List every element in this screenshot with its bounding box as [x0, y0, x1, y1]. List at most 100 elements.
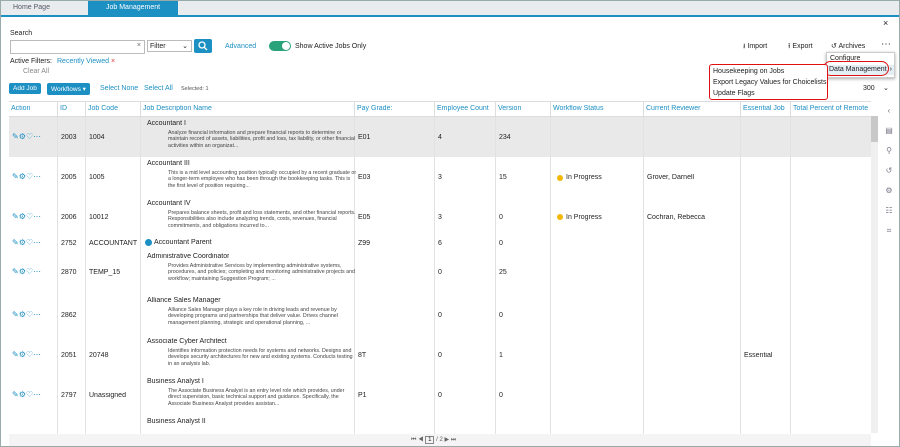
column-divider [550, 250, 551, 294]
row-actions[interactable]: ✎⚙♡⋯ [12, 350, 42, 359]
version: 15 [499, 174, 507, 181]
code: TEMP_15 [89, 269, 121, 276]
table-row[interactable]: ✎⚙♡⋯ 2752 ACCOUNTANT Accountant Parent Z99 6 0 [9, 236, 871, 251]
menu-item[interactable]: Configure [830, 55, 861, 62]
table-row[interactable]: ✎⚙♡⋯ 2005 1005 Accountant III This is a mid … [9, 157, 871, 198]
table-row[interactable]: Business Analyst II [9, 415, 871, 434]
column-divider [550, 117, 551, 157]
column-divider [495, 250, 496, 294]
column-divider [140, 415, 141, 434]
row-actions[interactable]: ✎⚙♡⋯ [12, 390, 42, 399]
column-divider [85, 157, 86, 197]
pay-grade: E05 [358, 213, 371, 221]
column-divider [643, 102, 644, 116]
column-divider [550, 157, 551, 197]
add-job-button[interactable]: Add Job [9, 83, 41, 94]
job-description: Prepares balance sheets, profit and loss… [168, 210, 356, 229]
close[interactable]: × [883, 18, 889, 28]
column-divider [57, 294, 58, 335]
column-divider [550, 236, 551, 250]
column-divider [354, 415, 355, 434]
row-actions[interactable]: ✎⚙♡⋯ [12, 172, 42, 181]
column-header: Job Code [88, 105, 118, 112]
column-divider [740, 375, 741, 415]
toggle[interactable] [269, 41, 291, 51]
pagination: ⏮ ◀ 1 / 2 ▶ ⏭ [411, 436, 457, 444]
table-row[interactable]: ✎⚙♡⋯ 2797 Unassigned Business Analyst I The … [9, 375, 871, 416]
column-divider [740, 294, 741, 335]
filter-select[interactable]: Filter ⌄ [147, 40, 192, 52]
column-divider [643, 294, 644, 335]
column-divider [643, 117, 644, 157]
row-actions[interactable]: ✎⚙♡⋯ [12, 309, 42, 319]
table-row[interactable]: ✎⚙♡⋯ 2870 TEMP_15 Administrative Coordinato… [9, 250, 871, 295]
submenu-item[interactable]: Export Legacy Values for Choicelists [713, 79, 827, 86]
column-header: Job Description Name [143, 105, 212, 112]
selected-count: Selected: 1 [181, 86, 209, 92]
column-divider [434, 250, 435, 294]
column-divider [790, 415, 791, 434]
column-divider [354, 294, 355, 335]
submenu-item[interactable]: Housekeeping on Jobs [713, 68, 785, 75]
import-button[interactable]: ⭳ Import [743, 43, 768, 50]
column-divider [495, 415, 496, 434]
version: 234 [499, 134, 511, 141]
column-divider [354, 117, 355, 157]
column-divider [434, 375, 435, 415]
table-row[interactable]: ✎⚙♡⋯ 2003 1004 Accountant I Analyze financia… [9, 117, 871, 158]
column-divider [495, 102, 496, 116]
more-button[interactable]: ⋯ [881, 39, 891, 50]
pay-grade: Z99 [358, 240, 371, 247]
tab-active[interactable]: Job Management [88, 1, 179, 15]
column-divider [790, 294, 791, 335]
column-divider [495, 197, 496, 236]
column-divider [354, 157, 355, 197]
column-divider [740, 236, 741, 250]
job-description: Alliance Sales Manager plays a key role … [168, 307, 338, 326]
max-records-value[interactable]: 300 [863, 85, 875, 92]
submenu-item[interactable]: Update Flags [713, 90, 755, 97]
clear-all[interactable]: Clear All [23, 68, 50, 75]
table-row[interactable]: ✎⚙♡⋯ 2862 Alliance Sales Manager Alliance S… [9, 294, 871, 336]
archives-button[interactable]: ↺ Archives [831, 43, 866, 50]
select-none[interactable]: Select None [100, 85, 139, 92]
tab[interactable]: Home Page [13, 4, 50, 11]
column-divider [354, 250, 355, 294]
reviewer: Grover, Darnell [647, 174, 695, 181]
page-number[interactable]: 1 [425, 436, 435, 444]
column-divider [140, 197, 141, 236]
column-header: ID [60, 105, 67, 112]
table-row[interactable]: ✎⚙♡⋯ 2006 10012 Accountant IV Prepares balan… [9, 197, 871, 237]
search-input[interactable]: × [10, 40, 145, 54]
column-divider [740, 157, 741, 197]
column-divider [495, 294, 496, 335]
table-header: Action ID Job Code Job Description Name Pay … [9, 102, 871, 117]
workflows-button[interactable]: Workflows ▾ [47, 83, 90, 95]
submenu: Housekeeping on Jobs Export Legacy Value… [709, 64, 828, 100]
row-actions[interactable]: ✎⚙♡⋯ [12, 132, 42, 141]
column-divider [57, 102, 58, 116]
row-actions[interactable]: ✎⚙♡⋯ [12, 238, 42, 247]
search-button[interactable] [194, 39, 212, 53]
column-divider [434, 236, 435, 250]
version: 25 [499, 269, 507, 276]
id: 2051 [61, 352, 77, 359]
advanced-link[interactable]: Advanced [225, 43, 257, 50]
column-divider [85, 250, 86, 294]
column-divider [57, 335, 58, 375]
column-divider [434, 197, 435, 236]
active-filter[interactable]: Recently Viewed × [57, 58, 116, 65]
column-divider [354, 236, 355, 250]
employee-count: 4 [438, 134, 442, 141]
table-row[interactable]: ✎⚙♡⋯ 2051 20748 Associate Cyber Architect Id… [9, 335, 871, 376]
export-button[interactable]: ⭱ Export [788, 43, 813, 50]
column-divider [740, 335, 741, 375]
row-actions[interactable]: ✎⚙♡⋯ [12, 267, 42, 276]
column-divider [790, 250, 791, 294]
row-actions[interactable]: ✎⚙♡⋯ [12, 211, 42, 221]
menu-item-active[interactable]: Data Management › [827, 65, 894, 75]
table: Action ID Job Code Job Description Name Pay … [9, 101, 871, 434]
version: 0 [499, 240, 503, 247]
select-all[interactable]: Select All [144, 85, 173, 92]
